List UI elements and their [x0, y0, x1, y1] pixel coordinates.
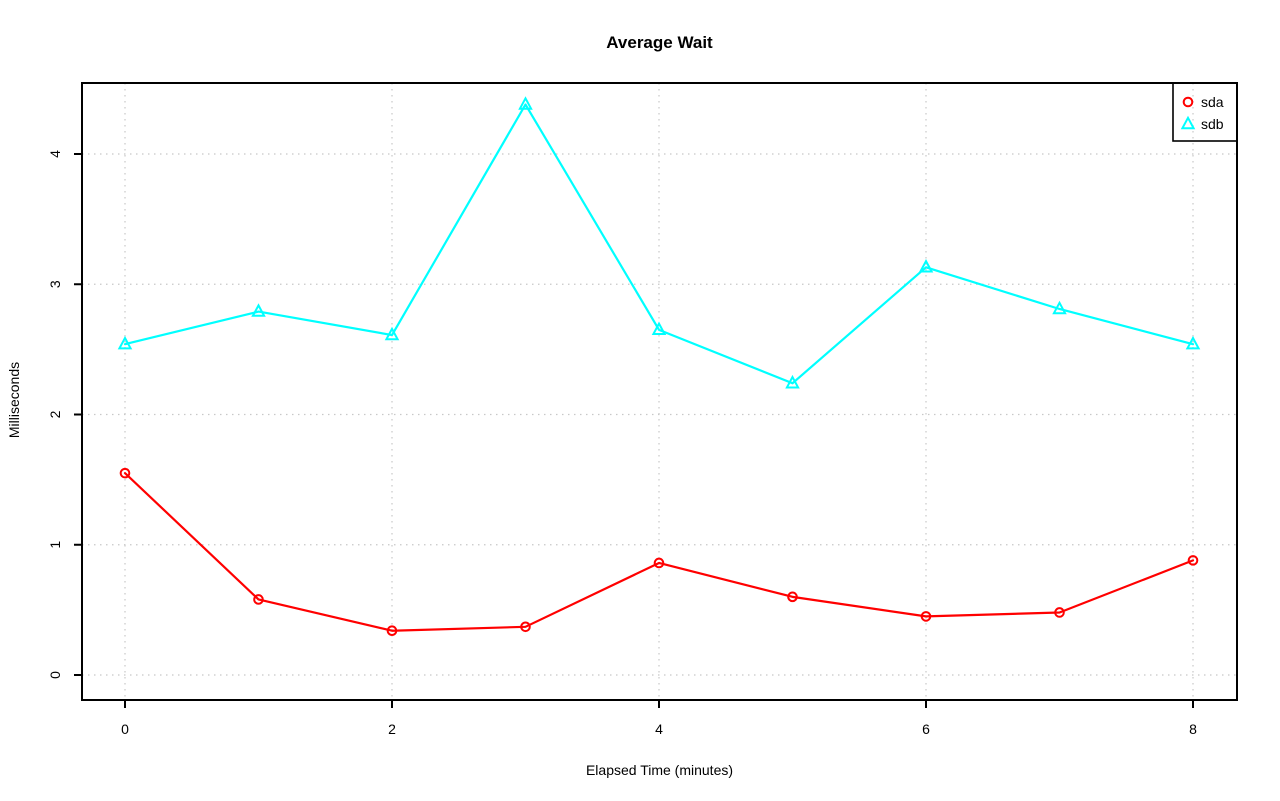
x-axis-label: Elapsed Time (minutes)	[585, 762, 734, 778]
plot-frame	[81, 82, 1238, 701]
data-point-sda	[920, 611, 932, 622]
y-tick-label: 3	[47, 280, 63, 288]
data-point-sda	[520, 621, 531, 633]
data-point-sda	[787, 591, 798, 603]
data-point-sda	[119, 467, 131, 479]
x-tick-label: 8	[1189, 721, 1197, 737]
legend-marker-sda	[1182, 96, 1194, 108]
data-point-sda	[1187, 555, 1199, 566]
legend-marker-sdb	[1180, 115, 1196, 130]
data-point-sdb	[651, 321, 667, 336]
chart-title: Average Wait	[606, 33, 713, 52]
y-tick-label: 0	[47, 671, 63, 679]
x-tick-label: 0	[121, 721, 129, 737]
data-point-sdb	[1185, 335, 1201, 350]
data-point-sdb	[251, 303, 266, 317]
data-point-sda	[386, 625, 398, 637]
data-point-sdb	[117, 335, 133, 350]
series-line-sda	[123, 472, 1195, 632]
x-tick-label: 6	[922, 721, 930, 737]
y-tick-label: 1	[47, 541, 63, 549]
legend-label: sdb	[1201, 116, 1224, 132]
data-point-sdb	[918, 259, 934, 273]
legend-box	[1172, 82, 1238, 142]
series-line-sdb	[123, 103, 1195, 385]
data-point-sdb	[785, 374, 800, 389]
data-point-sda	[1054, 607, 1065, 618]
legend-label: sda	[1201, 94, 1224, 110]
y-axis-label: Milliseconds	[6, 361, 22, 439]
y-tick-label: 2	[47, 410, 63, 418]
x-tick-label: 2	[388, 721, 396, 737]
data-point-sdb	[518, 96, 533, 110]
data-point-sdb	[384, 326, 400, 341]
data-point-sda	[253, 594, 264, 605]
data-point-sdb	[1052, 300, 1067, 315]
y-tick-label: 4	[47, 150, 63, 158]
x-tick-label: 4	[655, 721, 663, 737]
data-point-sda	[653, 557, 665, 569]
